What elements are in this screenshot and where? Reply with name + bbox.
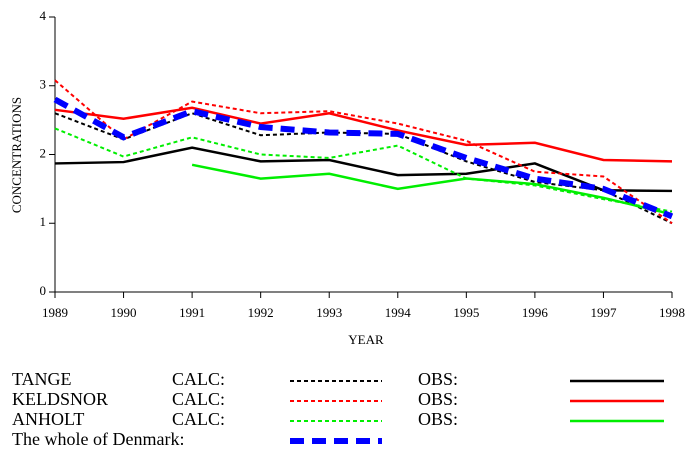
y-tick-label: 4 [40,8,47,23]
y-tick-label: 0 [40,283,47,298]
y-tick-label: 3 [40,77,47,92]
x-axis-label: YEAR [348,332,384,347]
legend-label: KELDSNOR [12,389,108,409]
series-line [54,106,673,163]
legend-label: TANGE [12,369,72,389]
series-line [54,146,673,193]
y-axis-label: CONCENTRATIONS [9,97,24,213]
legend-kind: OBS: [418,409,458,429]
series-line [54,79,673,225]
legend-label: ANHOLT [12,409,84,429]
legend-label: The whole of Denmark: [12,429,184,449]
x-tick-label: 1990 [111,305,137,320]
legend-kind: OBS: [418,369,458,389]
x-tick-label: 1993 [316,305,342,320]
x-tick-label: 1996 [522,305,549,320]
x-tick-label: 1994 [385,305,412,320]
x-tick-label: 1991 [179,305,205,320]
series-line [191,163,673,216]
y-tick-label: 2 [40,145,47,160]
series-line [53,96,674,220]
x-tick-label: 1989 [42,305,68,320]
legend-kind: CALC: [172,369,225,389]
legend-kind: OBS: [418,389,458,409]
legend-kind: CALC: [172,409,225,429]
legend-kind: CALC: [172,389,225,409]
x-tick-label: 1992 [248,305,274,320]
series-line [54,127,673,213]
x-tick-label: 1998 [659,305,685,320]
x-tick-label: 1995 [453,305,479,320]
x-tick-label: 1997 [590,305,617,320]
y-tick-label: 1 [40,214,47,229]
